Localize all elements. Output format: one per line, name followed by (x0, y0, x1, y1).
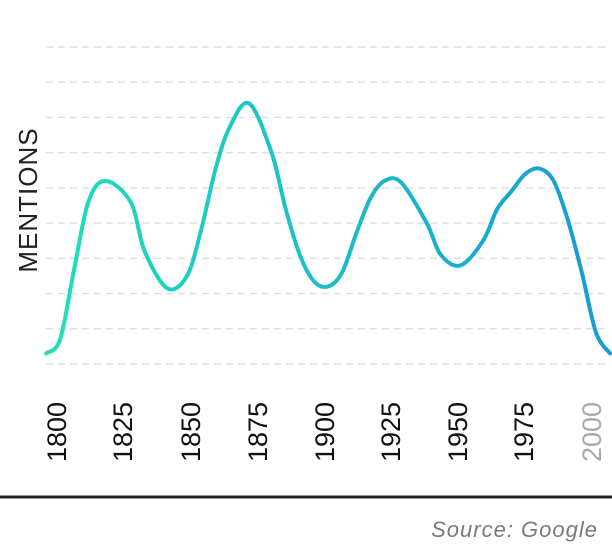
x-tick-label-1925: 1925 (376, 402, 406, 462)
x-axis-tick-labels: 1800 1825 1850 1875 1900 1925 1950 1975 2000 (42, 402, 607, 462)
x-tick-label-2000: 2000 (577, 402, 607, 462)
series-line (44, 100, 612, 356)
x-tick-label-1875: 1875 (243, 402, 273, 462)
x-tick-label-1825: 1825 (108, 402, 138, 462)
y-axis-label: MENTIONS (13, 127, 43, 272)
source-note: Source: Google (431, 517, 598, 542)
x-tick-label-1900: 1900 (310, 402, 340, 462)
x-tick-label-1950: 1950 (443, 402, 473, 462)
x-tick-label-1850: 1850 (176, 402, 206, 462)
x-tick-label-1800: 1800 (42, 402, 72, 462)
x-tick-label-1975: 1975 (509, 402, 539, 462)
